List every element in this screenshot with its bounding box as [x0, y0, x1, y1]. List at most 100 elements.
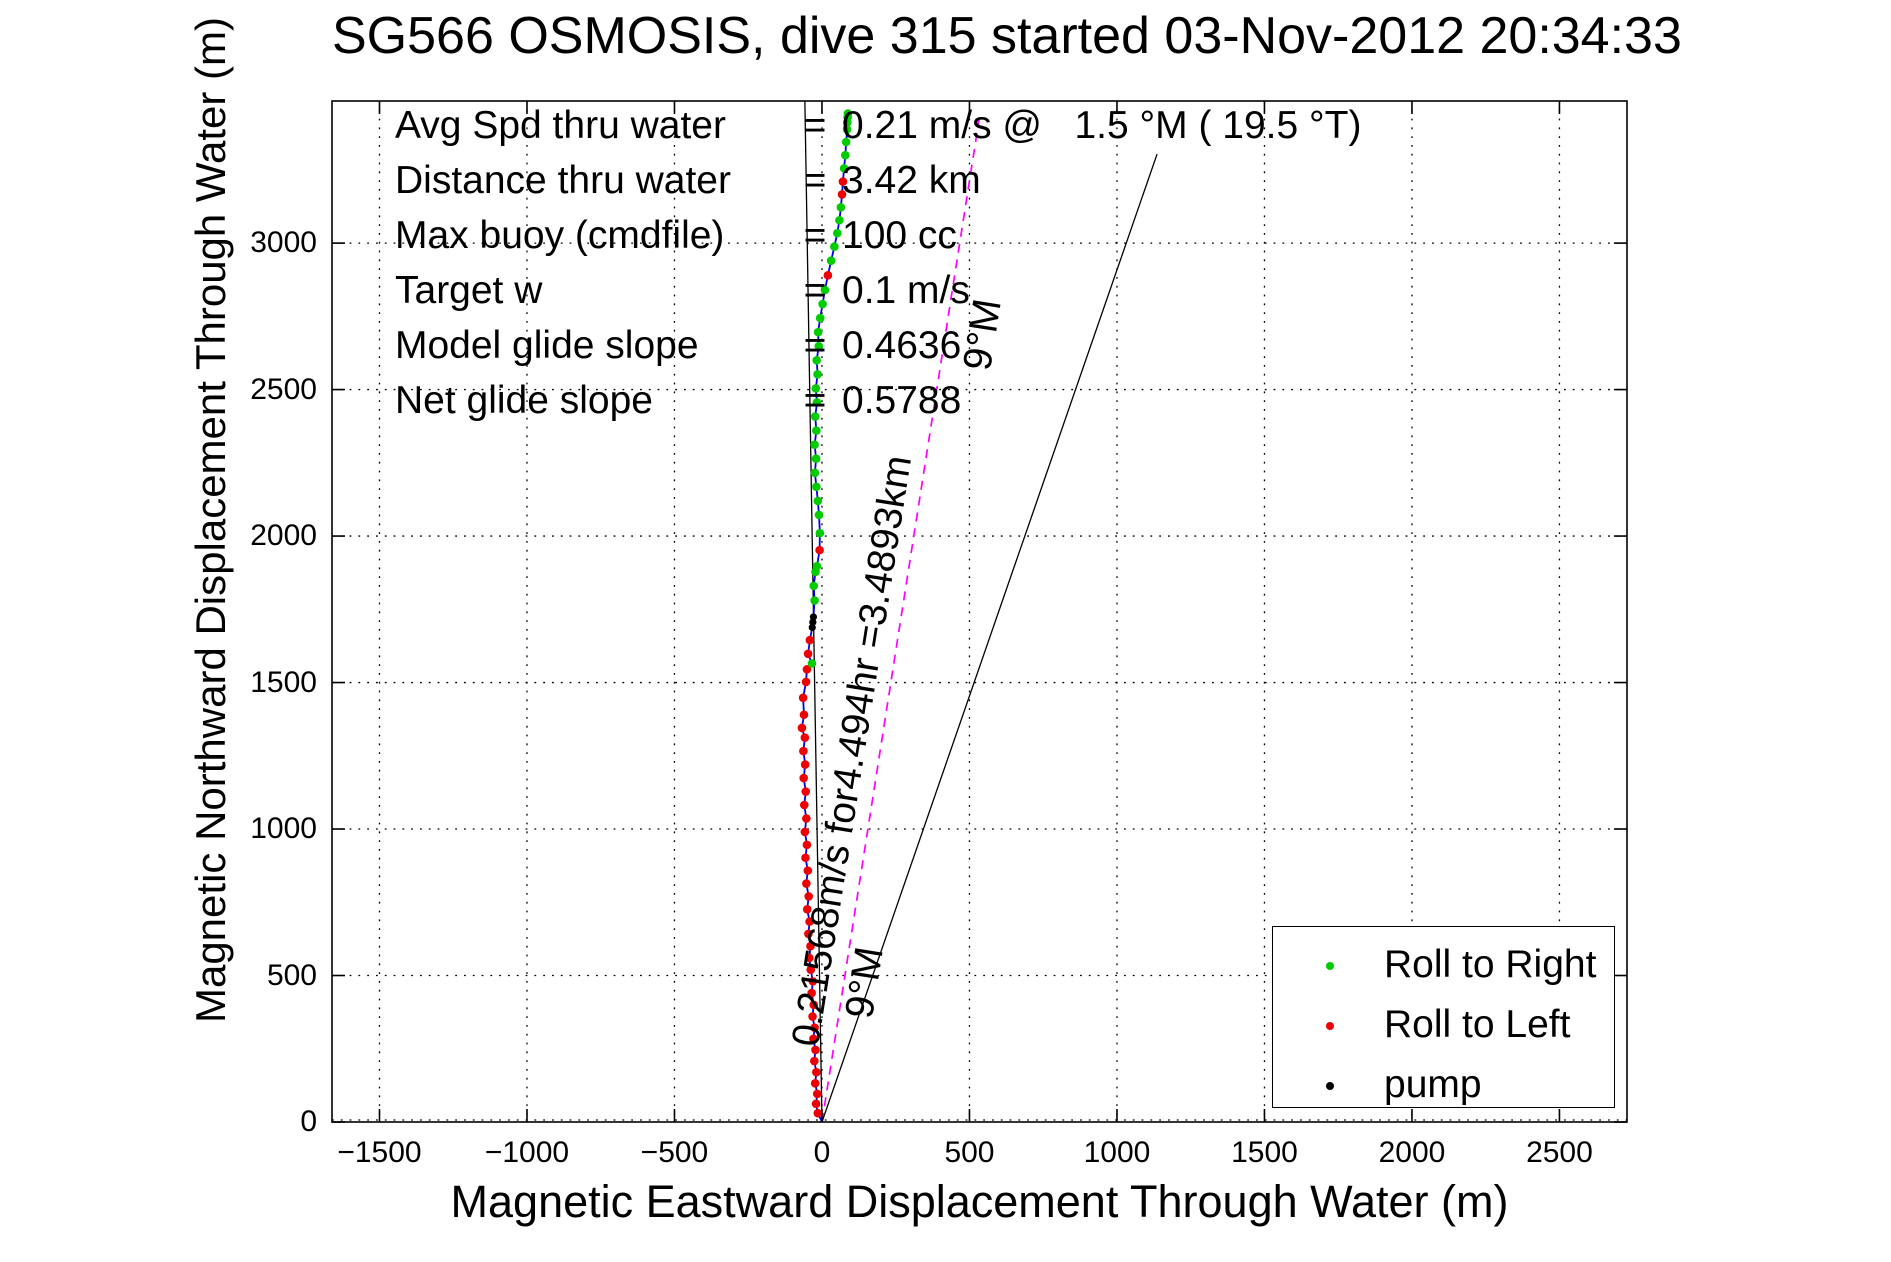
roll-left-dot [802, 814, 811, 823]
roll-right-dot [812, 355, 821, 365]
roll-left-dot [810, 1079, 820, 1088]
legend: Roll to Right Roll to Left pump [1272, 926, 1615, 1108]
roll-left-dot [803, 866, 813, 875]
roll-right-dot [813, 327, 823, 337]
pump-dot [809, 613, 818, 621]
roll-left-dot [805, 917, 814, 926]
roll-left-dot [823, 271, 833, 280]
legend-row: pump [1273, 1063, 1614, 1107]
roll-left-dot [810, 1056, 819, 1066]
roll-right-dot [814, 341, 824, 351]
x-tick-label: 0 [813, 1136, 831, 1169]
roll-right-dot [810, 468, 820, 478]
roll-left-dot [811, 1045, 820, 1055]
x-tick-label: −1500 [337, 1136, 422, 1169]
roll-left-dot [802, 879, 811, 888]
roll-right-dot [807, 659, 817, 668]
roll-right-dot [820, 285, 830, 295]
annotation-equals: = [803, 159, 827, 202]
annotation-label: Target w [395, 269, 543, 312]
roll-left-dot [812, 1067, 821, 1077]
roll-left-dot [812, 1089, 822, 1099]
roll-right-dot [842, 125, 852, 134]
roll-left-dot [801, 787, 811, 796]
roll-right-dot [811, 384, 821, 393]
roll-left-dot [804, 953, 814, 963]
roll-left-dot [811, 1099, 821, 1109]
annotation-row: Max buoy (cmdfile) = 100 cc [0, 214, 1891, 258]
annotation-label: Max buoy (cmdfile) [395, 214, 725, 257]
x-tick-label: −1000 [484, 1136, 570, 1169]
roll-right-dot [815, 528, 825, 538]
roll-right-dot [809, 581, 819, 591]
roll-left-dot [799, 800, 809, 810]
x-tick-label: 1500 [1231, 1136, 1298, 1169]
through-water-track [800, 113, 849, 1123]
annotation-row: Model glide slope = 0.4636 [0, 324, 1891, 368]
annotation-value: 0.1 m/s [842, 269, 970, 312]
roll-left-dot [806, 965, 816, 974]
y-tick-label: 0 [300, 1105, 317, 1138]
commanded-heading-9m-line [821, 112, 981, 1123]
roll-right-dot [811, 454, 821, 464]
x-tick-label: −500 [640, 1136, 709, 1169]
roll-left-dot [807, 988, 816, 998]
roll-right-dot [810, 596, 819, 605]
legend-label: pump [1384, 1063, 1482, 1106]
annotation-equals: = [803, 214, 827, 257]
legend-label: Roll to Right [1384, 943, 1597, 986]
annotation-label: Avg Spd thru water [395, 104, 726, 147]
roll-left-dot [801, 853, 810, 863]
roll-left-dot [838, 177, 848, 186]
pump-dot [808, 623, 816, 632]
roll-left-dot [799, 773, 808, 783]
annotation-equals: = [803, 104, 827, 147]
y-tick-label: 1500 [250, 665, 317, 699]
roll-to-right-legend-marker [1326, 962, 1334, 970]
pump-legend-marker [1326, 1082, 1334, 1090]
roll-left-dot [799, 710, 809, 720]
heading-label-lower: 9°M [837, 944, 892, 1022]
annotation-label: Net glide slope [395, 379, 653, 422]
roll-left-dot [808, 977, 818, 986]
roll-left-dot [806, 941, 815, 951]
roll-right-dot [813, 370, 822, 379]
roll-left-dot [800, 827, 810, 837]
roll-right-dot [810, 440, 819, 449]
roll-left-dot [809, 1034, 818, 1044]
y-tick-label: 3000 [250, 226, 317, 260]
legend-row: Roll to Left [1273, 1003, 1614, 1047]
roll-left-dot [800, 733, 810, 742]
annotation-row: Distance thru water = 3.42 km [0, 159, 1891, 203]
roll-right-dot [839, 164, 849, 173]
roll-left-dot [804, 892, 814, 901]
annotation-equals: = [803, 379, 827, 422]
pump-dot [809, 618, 817, 626]
annotation-value: 0.21 m/s @ 1.5 °M ( 19.5 °T) [842, 104, 1362, 147]
roll-left-dot [799, 746, 808, 756]
roll-right-dot [833, 228, 842, 238]
annotation-equals: = [803, 269, 827, 312]
roll-left-dot [809, 1000, 819, 1010]
roll-right-dot [812, 482, 821, 492]
roll-left-dot [802, 905, 812, 914]
roll-right-dot [814, 510, 824, 520]
true-heading-line [821, 153, 1158, 1123]
roll-right-dot [843, 109, 853, 118]
annotation-row: Target w = 0.1 m/s [0, 269, 1891, 313]
legend-label: Roll to Left [1384, 1003, 1571, 1046]
roll-left-dot [810, 1023, 819, 1032]
roll-right-dot [810, 412, 820, 421]
annotation-value: 0.5788 [842, 379, 962, 422]
roll-right-dot [815, 313, 825, 323]
roll-left-dot [803, 649, 813, 659]
axes-box [331, 100, 1628, 1123]
y-tick-label: 2500 [250, 372, 317, 406]
roll-left-dot [808, 1012, 817, 1021]
annotation-label: Distance thru water [395, 159, 731, 202]
roll-left-dot [805, 635, 815, 645]
roll-right-dot [836, 203, 846, 212]
y-tick-label: 500 [266, 958, 317, 992]
annotation-value: 3.42 km [842, 159, 981, 202]
